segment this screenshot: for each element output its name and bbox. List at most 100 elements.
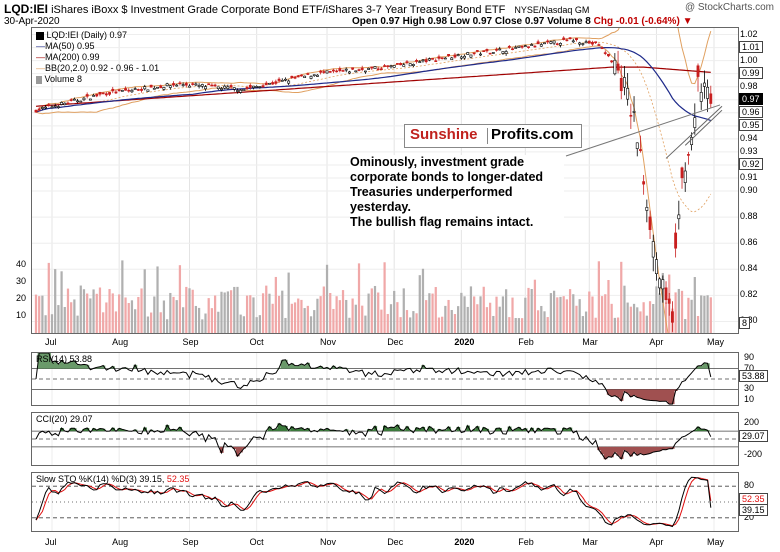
candle-body [703,83,705,86]
watermark: @ StockCharts.com [685,2,774,13]
legend-bb: —BB(20,2.0) 0.92 - 0.96 - 1.01 [36,63,159,74]
volume-bar [137,297,139,333]
x-axis-label: Mar [582,337,598,347]
candle-body [390,66,392,67]
volume-bar [675,292,677,333]
volume-bar [614,318,616,333]
candle-body [60,102,62,104]
candle-body [249,85,251,87]
x-axis-label: May [707,337,724,347]
candle-body [681,168,683,178]
volume-axis-label: 40 [16,259,26,269]
candle-body [553,41,555,43]
volume-bar [710,297,712,333]
candle-body [118,90,120,91]
cci-panel: CCI(20) 29.07 [31,412,739,466]
rsi-line [36,353,711,404]
rsi-panel: RSI(14) 53.88 [31,352,739,406]
rsi-fill [613,389,617,395]
volume-bar [643,302,645,333]
volume-bar [659,293,661,333]
volume-bar [220,292,222,333]
volume-bar [694,277,696,333]
candle-body [479,54,481,55]
rsi-axis-label: 30 [744,383,754,393]
close-value: Close 0.97 [495,16,544,27]
candle-body [166,84,168,86]
volume-bar [524,298,526,333]
volume-bar [467,307,469,333]
rsi-fill [632,389,636,395]
candle-body [147,90,149,92]
candle-body [447,54,449,56]
volume-bar [246,296,248,333]
annotation-line: Ominously, investment grade [350,155,564,170]
volume-bar [150,313,152,333]
volume-bar [435,287,437,333]
candle-body [185,83,187,85]
candle-body [198,85,200,86]
candle-body [383,66,385,67]
volume-bar [108,289,110,333]
volume-bar [41,296,43,333]
candle-body [131,90,133,92]
candle-body [259,86,261,87]
candle-body [336,71,338,72]
candle-body [208,84,210,85]
volume-bar [233,287,235,333]
volume-bar [294,302,296,333]
candle-body [153,88,155,89]
candle-body [515,47,517,48]
volume-bar [495,297,497,333]
candle-body [399,63,401,64]
candle-body [371,67,373,68]
x-axis-label: Sep [183,537,199,547]
x-axis-label: Dec [387,537,403,547]
candle-body [374,67,376,69]
volume-bar [492,316,494,333]
volume-bar [595,318,597,333]
volume-bar [144,269,146,333]
cci-legend: CCI(20) 29.07 [36,414,93,425]
candle-body [230,85,232,86]
candle-body [604,53,606,54]
candle-body [540,44,542,46]
candle-body [499,49,501,50]
candle-body [51,107,53,108]
cci-fill [645,447,649,454]
price-axis-label: 0.84 [740,263,758,273]
volume-bar [678,289,680,333]
candle-body [556,44,558,45]
candle-body [284,79,286,80]
volume-bar [515,318,517,333]
price-legend: LQD:IEI (Daily) 0.97 —MA(50) 0.95 —MA(20… [36,30,159,85]
candle-body [252,86,254,88]
annotation-line: yesterday. [350,200,564,215]
candle-body [307,74,309,75]
x-axis-label: Apr [649,537,663,547]
volume-bar [275,277,277,333]
rsi-fill [616,389,620,397]
candle-body [534,46,536,47]
volume-bar [406,310,408,333]
volume-bar [249,295,251,333]
volume-bar [684,319,686,333]
volume-bar [163,300,165,333]
x-axis-label: Nov [320,537,336,547]
volume-bar [307,306,309,333]
candle-body [428,59,430,60]
rsi-fill [79,365,83,369]
candle-body [470,55,472,57]
volume-bar [412,311,414,333]
volume-bar [326,265,328,333]
candle-body [649,217,651,230]
volume-bar [64,307,66,333]
candle-body [323,71,325,72]
candle-body [614,60,616,74]
price-tag: 0.99 [739,67,763,79]
volume-bar [553,291,555,333]
volume-bar [236,287,238,333]
cci-fill [281,426,285,431]
volume-bar [627,303,629,333]
candle-body [140,89,142,90]
